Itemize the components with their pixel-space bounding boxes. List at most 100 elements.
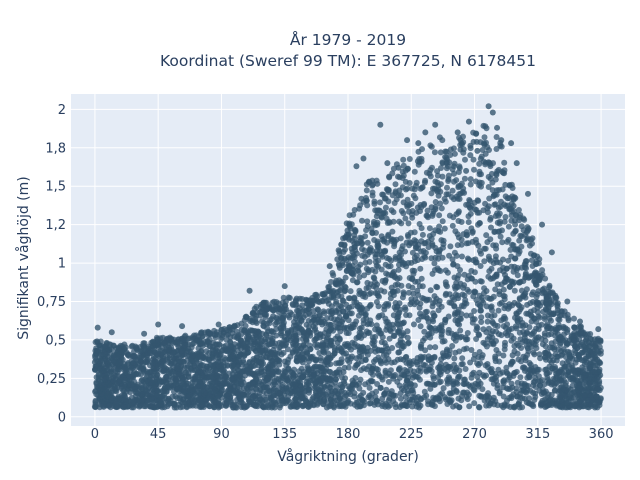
data-point <box>317 331 323 338</box>
data-point <box>434 172 441 179</box>
data-point <box>372 345 379 352</box>
data-point <box>469 371 476 378</box>
data-point <box>538 399 545 406</box>
data-point <box>286 374 293 381</box>
data-point <box>402 215 409 222</box>
data-point <box>585 353 592 359</box>
data-point <box>439 218 446 225</box>
data-point <box>471 166 477 173</box>
data-point <box>438 356 445 363</box>
data-point <box>437 378 444 385</box>
data-point <box>506 182 513 189</box>
data-point <box>195 374 202 381</box>
data-point <box>382 210 389 217</box>
data-point <box>292 396 299 403</box>
data-point <box>406 180 413 186</box>
data-point <box>254 309 261 315</box>
data-point <box>335 247 342 254</box>
data-point <box>425 214 431 221</box>
data-point <box>170 364 177 371</box>
data-point <box>445 329 452 336</box>
data-point <box>586 342 593 349</box>
data-point <box>272 321 279 328</box>
data-point <box>360 293 367 300</box>
data-point <box>463 240 470 247</box>
data-point <box>526 242 533 249</box>
data-point <box>577 398 584 404</box>
data-point <box>325 350 332 357</box>
data-point <box>470 156 477 163</box>
data-point <box>474 373 481 380</box>
data-point <box>555 316 562 323</box>
data-point <box>306 366 313 373</box>
data-point <box>466 403 473 410</box>
data-point <box>424 207 431 214</box>
data-point <box>444 184 450 191</box>
data-point <box>211 404 218 411</box>
data-point <box>482 150 489 157</box>
data-point <box>379 395 386 402</box>
data-point <box>181 342 188 349</box>
data-point <box>274 316 281 323</box>
data-point <box>406 289 412 296</box>
data-point <box>451 170 457 177</box>
data-point <box>467 181 474 188</box>
data-point <box>585 365 592 372</box>
data-point <box>364 218 371 225</box>
data-point <box>409 387 416 394</box>
data-point <box>403 186 409 193</box>
data-point <box>333 319 340 326</box>
data-point <box>234 328 240 335</box>
data-point <box>575 351 582 358</box>
data-point <box>455 183 462 189</box>
data-point <box>345 364 352 371</box>
data-point <box>493 146 500 152</box>
data-point <box>417 323 424 330</box>
data-point <box>262 396 269 403</box>
data-point <box>476 160 483 167</box>
data-point <box>451 178 457 185</box>
data-point <box>388 237 395 244</box>
data-point <box>153 334 160 341</box>
data-point <box>203 348 210 355</box>
data-point <box>495 204 502 211</box>
data-point <box>508 208 515 215</box>
data-point <box>482 123 489 130</box>
data-point <box>428 190 435 197</box>
data-point <box>493 134 500 140</box>
data-point <box>522 231 528 238</box>
data-point <box>94 339 101 346</box>
data-point <box>594 375 601 382</box>
data-point <box>472 380 479 387</box>
data-point <box>232 379 239 386</box>
data-point <box>437 361 444 368</box>
data-point <box>466 197 473 203</box>
data-point <box>492 355 499 362</box>
data-point <box>351 226 358 233</box>
data-point <box>520 353 527 360</box>
data-point <box>522 290 529 297</box>
data-point <box>371 198 378 205</box>
data-point <box>416 156 423 162</box>
data-point <box>592 362 599 369</box>
data-point <box>453 402 460 409</box>
data-point <box>464 330 471 336</box>
data-point <box>511 217 518 224</box>
data-point <box>370 274 377 281</box>
data-point <box>336 262 343 269</box>
data-point <box>474 209 481 216</box>
data-point <box>453 252 460 259</box>
data-point <box>130 404 137 411</box>
data-point <box>161 367 168 374</box>
data-point <box>455 395 462 402</box>
data-point <box>112 398 119 404</box>
data-point <box>328 308 335 314</box>
data-point <box>138 382 145 388</box>
data-point <box>436 223 443 230</box>
data-point <box>555 321 562 328</box>
data-point <box>483 343 490 350</box>
data-point <box>200 404 207 410</box>
data-point <box>395 342 402 348</box>
data-point <box>138 377 145 384</box>
data-point <box>454 263 461 270</box>
